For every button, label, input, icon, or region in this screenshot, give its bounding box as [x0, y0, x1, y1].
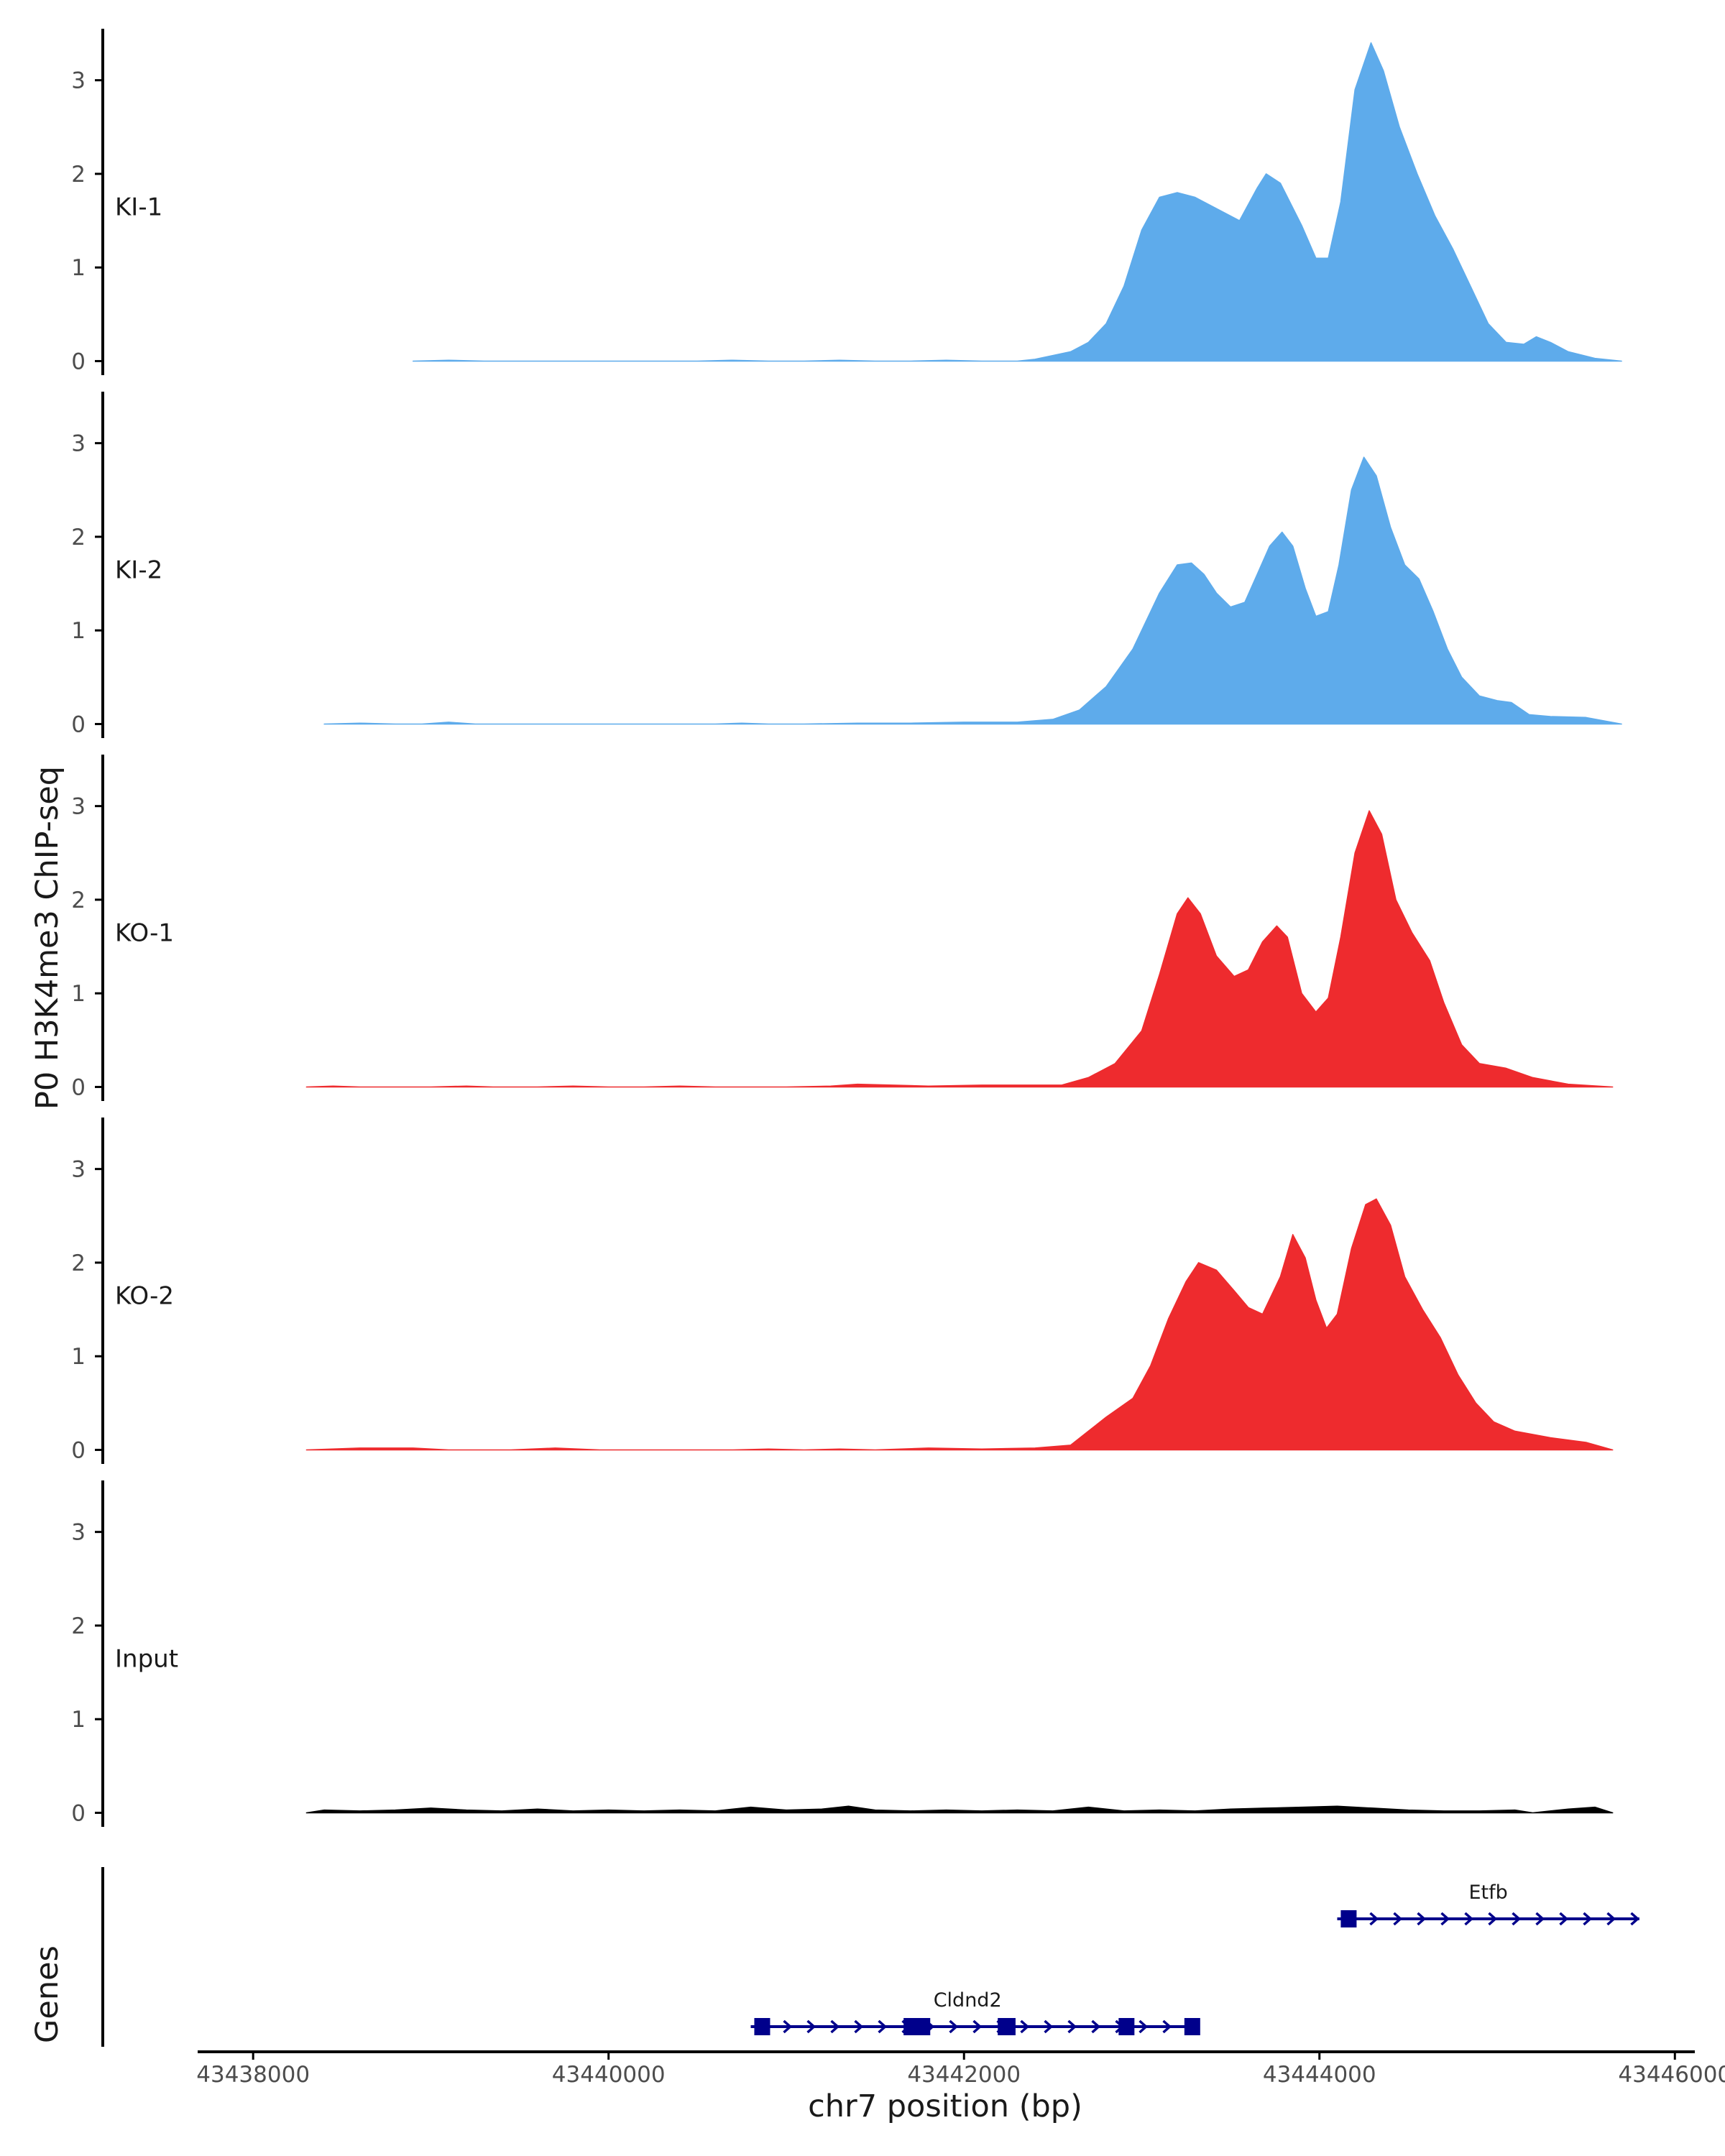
strand-arrow-icon: [1583, 1912, 1593, 1926]
strand-arrow-icon: [806, 2019, 816, 2034]
track-ki-2: 0 1 2 3 KI-2: [71, 392, 1622, 738]
y-axis-title: P0 H3K4me3 ChIP-seq: [29, 766, 65, 1110]
strand-arrow-icon: [1138, 2019, 1149, 2034]
strand-arrow-icon: [1044, 2019, 1054, 2034]
x-tick-label: 43442000: [907, 2062, 1021, 2088]
track-ko-2: 0 1 2 3 KO-2: [71, 1118, 1614, 1464]
signal-area: [323, 456, 1622, 725]
y-tick-label: 3: [71, 1157, 86, 1183]
y-tick-label: 0: [71, 1800, 86, 1826]
track-input: 0 1 2 3 Input: [71, 1480, 1614, 1827]
signal-tracks: 0 1 2 3 KI-1 0 1 2 3 KI-2 0 1 2 3 KO-1 0 1 2 3 KO-2 0 1 2 3 Inpu…: [71, 29, 1622, 1827]
track-ko-1: 0 1 2 3 KO-1: [71, 755, 1614, 1101]
strand-arrow-icon: [1488, 1912, 1498, 1926]
strand-arrow-icon: [1464, 1912, 1474, 1926]
strand-arrow-icon: [1512, 1912, 1522, 1926]
exon-block: [1184, 2018, 1200, 2035]
y-tick-label: 3: [71, 431, 86, 457]
y-tick-label: 2: [71, 888, 86, 913]
signal-area: [305, 1198, 1614, 1451]
signal-area: [305, 810, 1614, 1088]
gene-annotation-panel: Cldnd2 Etfb: [101, 1867, 1640, 2047]
track-label: KO-2: [115, 1282, 174, 1311]
strand-arrow-icon: [1020, 2019, 1030, 2034]
strand-arrow-icon: [783, 2019, 793, 2034]
gene-etfb: Etfb: [1337, 1881, 1640, 1927]
strand-arrow-icon: [1606, 1912, 1616, 1926]
track-ki-1: 0 1 2 3 KI-1: [71, 29, 1622, 375]
y-tick-label: 0: [71, 711, 86, 737]
exon-block: [998, 2018, 1016, 2035]
strand-arrow-icon: [854, 2019, 864, 2034]
y-tick-label: 0: [71, 1074, 86, 1100]
x-tick-label: 43440000: [552, 2062, 666, 2088]
y-tick-label: 2: [71, 162, 86, 188]
exon-block: [1340, 1910, 1357, 1927]
strand-arrow-icon: [1091, 2019, 1101, 2034]
signal-area: [305, 1805, 1614, 1814]
y-tick-label: 0: [71, 349, 86, 374]
y-tick-label: 1: [71, 618, 86, 644]
x-tick-label: 43446000: [1618, 2062, 1725, 2088]
y-tick-label: 3: [71, 1520, 86, 1546]
genes-axis-title: Genes: [29, 1945, 65, 2043]
exon-block: [903, 2018, 931, 2035]
y-tick-label: 1: [71, 255, 86, 281]
x-axis: 43438000 43440000 43442000 43444000 43446000: [196, 2050, 1725, 2088]
x-tick-label: 43438000: [196, 2062, 310, 2088]
strand-arrow-icon: [972, 2019, 983, 2034]
y-tick-label: 3: [71, 68, 86, 94]
gene-label: Etfb: [1469, 1881, 1508, 1904]
y-tick-label: 2: [71, 1613, 86, 1639]
exon-block: [754, 2018, 770, 2035]
x-axis-title: chr7 position (bp): [808, 2088, 1082, 2124]
strand-arrow-icon: [1417, 1912, 1427, 1926]
strand-arrow-icon: [1559, 1912, 1569, 1926]
gene-cldnd2: Cldnd2: [750, 1989, 1200, 2035]
y-tick-label: 3: [71, 794, 86, 820]
strand-arrow-icon: [1393, 1912, 1403, 1926]
y-tick-label: 0: [71, 1437, 86, 1463]
y-tick-label: 2: [71, 525, 86, 550]
x-tick-label: 43444000: [1263, 2062, 1376, 2088]
strand-arrow-icon: [1440, 1912, 1450, 1926]
y-tick-label: 1: [71, 981, 86, 1007]
strand-arrow-icon: [1630, 1912, 1640, 1926]
strand-arrow-icon: [1369, 1912, 1379, 1926]
track-label: KO-1: [115, 919, 174, 948]
y-tick-label: 1: [71, 1707, 86, 1733]
track-label: KI-1: [115, 193, 162, 222]
exon-block: [1118, 2018, 1135, 2035]
strand-arrow-icon: [1162, 2019, 1172, 2034]
signal-area: [412, 42, 1622, 362]
strand-arrow-icon: [878, 2019, 888, 2034]
strand-arrow-icon: [949, 2019, 959, 2034]
y-tick-label: 2: [71, 1250, 86, 1276]
strand-arrow-icon: [1535, 1912, 1545, 1926]
strand-arrow-icon: [1067, 2019, 1077, 2034]
y-tick-label: 1: [71, 1344, 86, 1370]
track-label: KI-2: [115, 556, 162, 585]
track-label: Input: [115, 1645, 178, 1674]
strand-arrow-icon: [830, 2019, 840, 2034]
gene-label: Cldnd2: [934, 1989, 1002, 2012]
